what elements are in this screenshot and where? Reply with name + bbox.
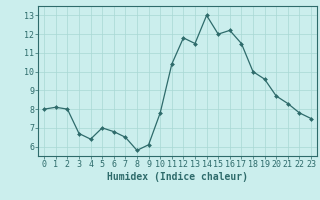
X-axis label: Humidex (Indice chaleur): Humidex (Indice chaleur): [107, 172, 248, 182]
